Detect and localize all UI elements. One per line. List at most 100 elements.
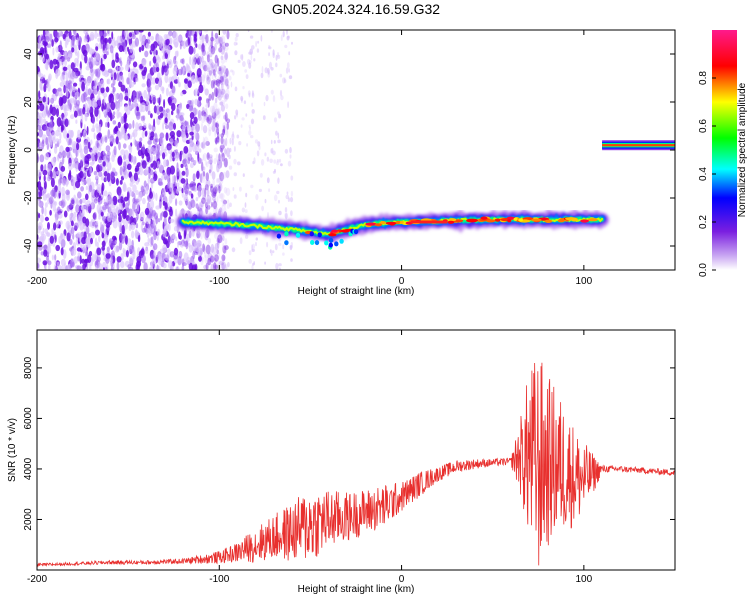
noise-speck (113, 87, 116, 92)
noise-speck (133, 156, 137, 165)
noise-speck (202, 188, 204, 197)
noise-speck (97, 184, 102, 193)
noise-speck (180, 115, 184, 121)
noise-speck (76, 265, 81, 270)
noise-speck (50, 98, 54, 104)
noise-speck (86, 81, 90, 86)
noise-speck (139, 104, 143, 113)
noise-speck (267, 212, 269, 218)
noise-speck (38, 90, 40, 99)
noise-speck (287, 101, 289, 108)
noise-speck (192, 186, 196, 190)
noise-speck (171, 103, 175, 111)
noise-speck (158, 218, 161, 222)
noise-speck (273, 159, 276, 163)
noise-speck (173, 233, 176, 240)
colorbar: 0.00.20.40.60.8 Normalized spectral ampl… (698, 30, 748, 277)
noise-speck (172, 152, 175, 158)
trace-blob (354, 229, 358, 234)
noise-speck (55, 130, 60, 137)
noise-speck (141, 83, 145, 87)
noise-speck (239, 187, 242, 192)
noise-speck (101, 103, 103, 111)
noise-speck (71, 36, 74, 45)
noise-speck (200, 247, 202, 256)
noise-speck (141, 36, 145, 45)
trace-blob (318, 232, 322, 237)
noise-speck (91, 191, 94, 196)
noise-speck (162, 122, 164, 130)
noise-speck (58, 139, 61, 144)
noise-speck (218, 182, 222, 191)
noise-speck (257, 150, 260, 156)
x-tick-label: -200 (27, 574, 47, 585)
noise-speck (59, 220, 63, 225)
noise-speck (133, 61, 137, 67)
noise-speck (58, 88, 62, 92)
noise-speck (47, 176, 51, 181)
trace-hotspot (495, 219, 501, 222)
noise-speck (190, 139, 194, 144)
noise-speck (128, 123, 132, 129)
trace-blob (324, 241, 328, 246)
noise-speck (86, 84, 88, 92)
noise-speck (153, 51, 156, 56)
noise-speck (214, 254, 219, 262)
noise-speck (84, 124, 86, 133)
noise-speck (204, 180, 207, 186)
noise-speck (270, 249, 272, 253)
noise-speck (61, 166, 66, 172)
noise-speck (268, 46, 271, 49)
noise-speck (198, 44, 201, 50)
noise-speck (129, 225, 132, 231)
noise-speck (72, 233, 74, 239)
noise-speck (177, 113, 179, 121)
noise-speck (85, 114, 88, 122)
noise-speck (195, 151, 199, 155)
noise-speck (179, 200, 183, 205)
noise-speck (201, 116, 205, 124)
noise-speck (199, 211, 204, 215)
noise-speck (160, 195, 162, 200)
noise-speck (166, 39, 170, 45)
noise-speck (245, 235, 248, 239)
noise-speck (166, 46, 170, 55)
noise-speck (148, 123, 151, 130)
noise-speck (101, 64, 105, 71)
noise-speck (162, 87, 165, 94)
noise-speck (179, 102, 182, 111)
noise-speck (288, 51, 290, 55)
noise-speck (139, 138, 142, 142)
noise-speck (191, 75, 196, 84)
noise-speck (98, 215, 101, 220)
noise-speck (194, 88, 199, 94)
noise-speck (43, 228, 45, 233)
noise-speck (79, 199, 82, 204)
noise-speck (221, 137, 224, 145)
noise-speck (116, 205, 118, 213)
noise-speck (102, 232, 105, 238)
noise-speck (164, 217, 167, 226)
noise-speck (65, 147, 69, 152)
snr-x-label: Height of straight line (km) (298, 584, 415, 595)
noise-speck (268, 52, 270, 56)
noise-speck (203, 137, 205, 145)
noise-speck (192, 264, 197, 273)
noise-speck (88, 142, 91, 149)
noise-speck (290, 210, 293, 216)
noise-speck (232, 131, 234, 137)
noise-speck (119, 193, 121, 203)
noise-speck (104, 190, 108, 196)
noise-speck (192, 251, 195, 260)
noise-speck (150, 163, 153, 168)
noise-speck (185, 40, 188, 47)
trace-hotspot (386, 222, 397, 225)
noise-speck (140, 212, 144, 221)
noise-speck (145, 104, 148, 111)
noise-speck (229, 76, 232, 81)
noise-speck (107, 151, 111, 157)
noise-speck (181, 67, 183, 76)
noise-speck (115, 52, 118, 59)
noise-speck (145, 248, 148, 254)
noise-speck (214, 148, 218, 153)
